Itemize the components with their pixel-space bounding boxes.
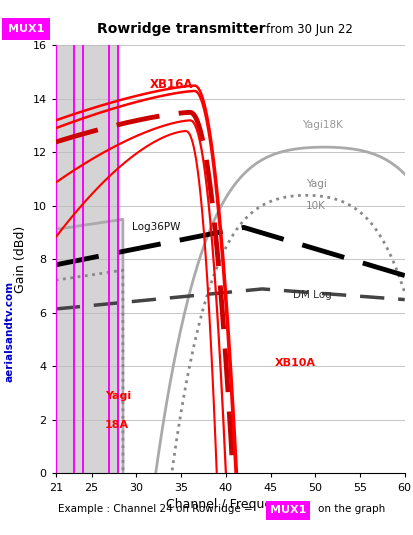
- Text: Yagi: Yagi: [105, 391, 131, 401]
- FancyBboxPatch shape: [264, 501, 312, 520]
- Text: XB10A: XB10A: [275, 358, 316, 369]
- Text: 10K: 10K: [306, 201, 326, 211]
- Text: MUX1: MUX1: [7, 24, 44, 34]
- Text: MUX1: MUX1: [270, 506, 306, 515]
- Y-axis label: Gain (dBd): Gain (dBd): [14, 226, 27, 293]
- Bar: [56, 45, 119, 473]
- Text: from 30 Jun 22: from 30 Jun 22: [266, 23, 353, 36]
- Text: XB16A: XB16A: [150, 78, 193, 91]
- Text: Example : Channel 24 on Rowridge =: Example : Channel 24 on Rowridge =: [58, 505, 256, 514]
- X-axis label: Channel / Frequency: Channel / Frequency: [166, 498, 294, 511]
- FancyBboxPatch shape: [0, 18, 52, 40]
- Text: Rowridge transmitter: Rowridge transmitter: [97, 22, 266, 36]
- Text: on the graph: on the graph: [318, 505, 385, 514]
- Text: 18A: 18A: [105, 420, 129, 430]
- Text: aerialsandtv.com: aerialsandtv.com: [4, 281, 14, 383]
- Text: Yagi: Yagi: [306, 179, 327, 189]
- Text: Log36PW: Log36PW: [132, 222, 180, 232]
- Text: DM Log: DM Log: [293, 291, 332, 300]
- Text: Yagi18K: Yagi18K: [302, 120, 343, 131]
